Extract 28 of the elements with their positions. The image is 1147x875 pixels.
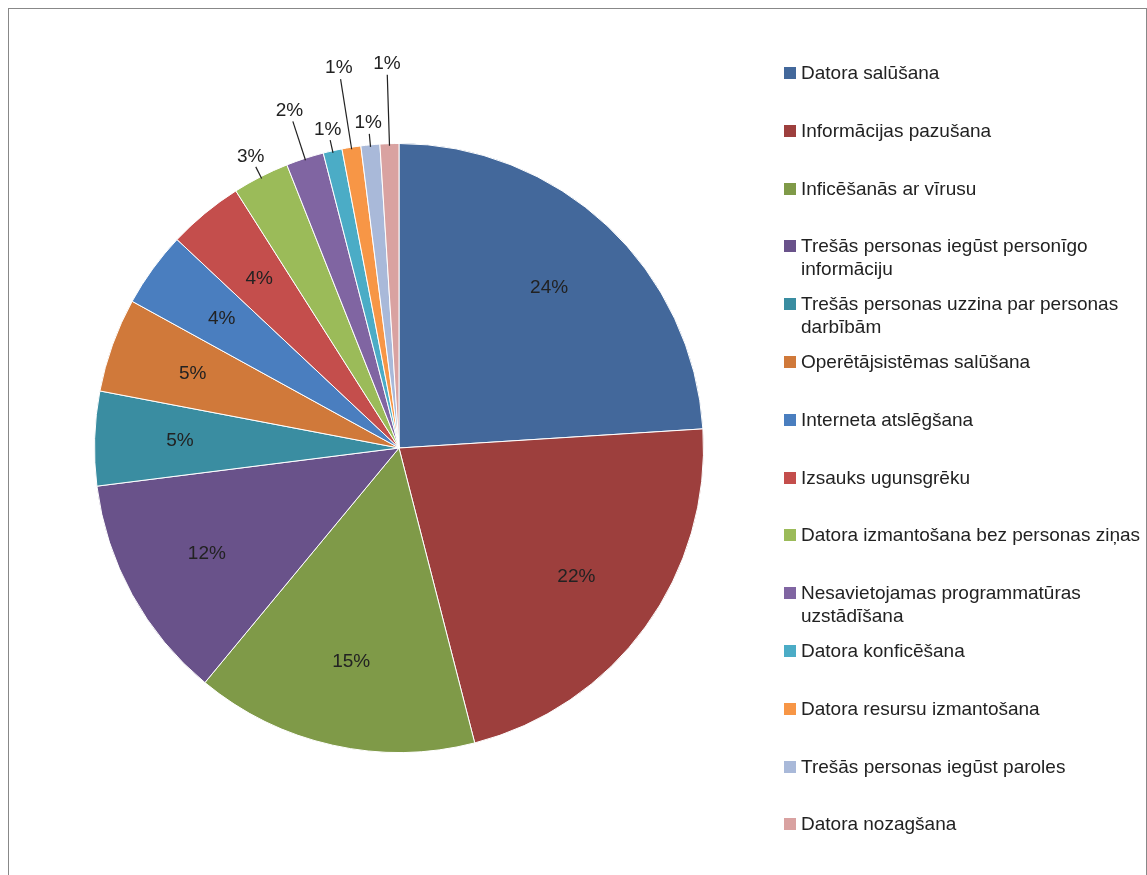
data-label: 1% [354,111,383,133]
data-label: 24% [530,276,569,298]
legend-label: Trešās personas uzzina par personas darbībām [801,292,1120,339]
data-label: 5% [178,361,207,383]
legend-label: Inficēšanās ar vīrusu [801,176,977,200]
legend-label: Interneta atslēgšana [801,407,974,431]
data-label: 5% [166,429,194,451]
legend-label: Trešās personas iegūst paroles [801,754,1066,778]
data-label: 1% [325,56,353,78]
data-label: 4% [207,307,236,329]
legend-label: Datora resursu izmantošana [801,696,1040,720]
data-label: 1% [373,51,401,73]
legend-label: Datora izmantošana bez personas ziņas [801,523,1141,547]
data-label: 2% [275,99,304,121]
data-label: 12% [187,541,226,563]
data-label: 22% [557,565,596,587]
legend-label: Datora salūšana [801,61,940,84]
data-label: 15% [332,650,371,672]
legend-label: Operētājsistēmas salūšana [801,350,1031,373]
legend-label: Datora konficēšana [801,638,965,662]
legend-label: Datora nozagšana [801,812,957,836]
data-label: 1% [314,117,342,139]
legend-label: Nesavietojamas programmatūras uzstādīšana [801,581,1082,628]
legend-label: Informācijas pazušana [801,118,992,142]
data-label: 3% [237,145,265,167]
legend-label: Izsauks ugunsgrēku [801,465,970,489]
legend-label: Trešās personas iegūst personīgo informāciju [801,234,1089,281]
data-label: 4% [245,267,274,289]
